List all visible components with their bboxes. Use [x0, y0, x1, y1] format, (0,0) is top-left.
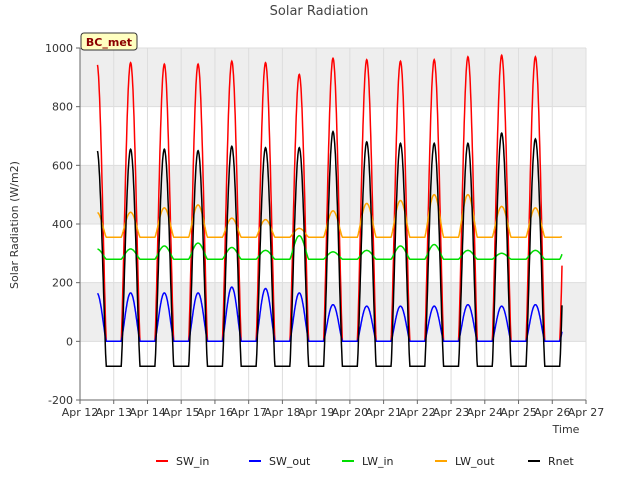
- x-tick-label: Apr 15: [163, 406, 200, 419]
- x-tick-label: Apr 24: [467, 406, 504, 419]
- y-tick-label: 1000: [45, 42, 73, 55]
- x-axis-label: Time: [552, 423, 580, 436]
- legend-label: LW_in: [362, 455, 394, 468]
- y-tick-label: -200: [48, 394, 73, 407]
- legend-label: SW_out: [269, 455, 311, 468]
- background-band: [80, 48, 586, 107]
- x-tick-label: Apr 12: [62, 406, 99, 419]
- series-line-lw-out: [97, 193, 563, 238]
- series-line-rnet: [96, 130, 563, 368]
- legend-label: SW_in: [176, 455, 209, 468]
- x-tick-label: Apr 13: [95, 406, 132, 419]
- legend-label: LW_out: [455, 455, 495, 468]
- y-tick-label: 200: [52, 277, 73, 290]
- x-tick-label: Apr 21: [365, 406, 402, 419]
- x-tick-label: Apr 18: [264, 406, 301, 419]
- x-tick-label: Apr 17: [230, 406, 267, 419]
- y-axis-label: Solar Radiation (W/m2): [8, 161, 21, 289]
- x-tick-label: Apr 20: [332, 406, 369, 419]
- station-badge: BC_met: [80, 32, 138, 51]
- y-tick-label: 0: [66, 335, 73, 348]
- y-tick-label: 400: [52, 218, 73, 231]
- x-tick-label: Apr 16: [197, 406, 234, 419]
- x-tick-label: Apr 22: [399, 406, 436, 419]
- y-tick-label: 600: [52, 159, 73, 172]
- background-band: [80, 165, 586, 224]
- y-tick-label: 800: [52, 101, 73, 114]
- x-tick-label: Apr 23: [433, 406, 470, 419]
- x-tick-label: Apr 25: [500, 406, 537, 419]
- series-line-sw-out: [96, 286, 563, 343]
- station-badge-label: BC_met: [86, 36, 132, 49]
- x-tick-label: Apr 26: [534, 406, 571, 419]
- x-tick-label: Apr 19: [298, 406, 335, 419]
- series-line-lw-in: [97, 234, 563, 260]
- x-tick-label: Apr 27: [568, 406, 605, 419]
- chart-title: Solar Radiation: [270, 4, 369, 19]
- legend-label: Rnet: [548, 455, 574, 468]
- x-tick-label: Apr 14: [129, 406, 166, 419]
- legend: SW_in SW_out LW_in LW_out Rnet: [156, 455, 574, 468]
- station-badge-box: [80, 32, 138, 51]
- data-series: [96, 53, 563, 368]
